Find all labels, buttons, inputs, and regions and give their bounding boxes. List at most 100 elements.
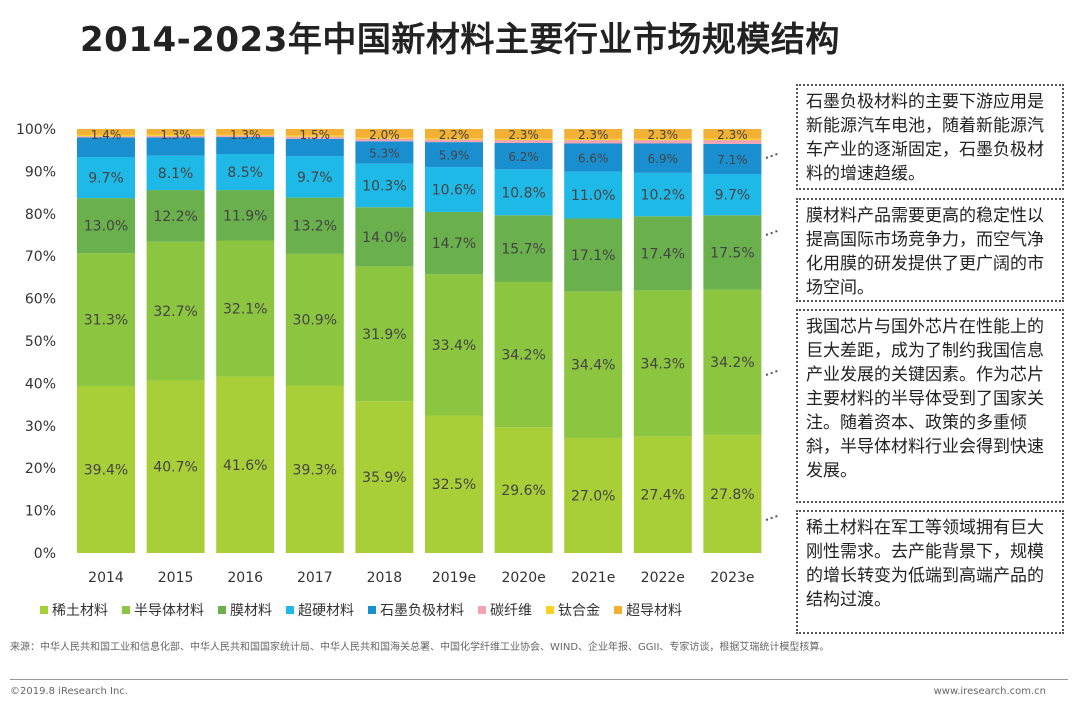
- data-label: 17.5%: [710, 245, 754, 261]
- legend-label: 碳纤维: [490, 603, 532, 619]
- bar-segment: [703, 138, 762, 141]
- website-text: www.iresearch.com.cn: [933, 686, 1046, 697]
- stacked-bar-chart: 0% 10% 20% 30% 40% 50% 60% 70% 80% 90% 100% 39.4% 31…: [16, 122, 780, 586]
- data-label: 8.1%: [158, 166, 194, 182]
- data-label: 34.2%: [710, 355, 754, 371]
- bar-segment: [494, 143, 553, 170]
- y-tick-label: 80%: [25, 207, 56, 223]
- bar-segment: [703, 140, 762, 144]
- note-connector: [765, 368, 780, 376]
- data-label: 29.6%: [501, 483, 545, 499]
- bar-segment: [355, 141, 414, 164]
- y-tick-label: 70%: [25, 249, 56, 265]
- y-tick-label: 0%: [34, 546, 56, 562]
- legend-item: 碳纤维: [478, 600, 532, 620]
- data-label: 6.6%: [578, 152, 609, 166]
- data-label: 9.7%: [715, 188, 751, 204]
- data-label: 9.7%: [88, 171, 124, 187]
- data-label: 40.7%: [153, 460, 197, 476]
- data-label: 41.6%: [223, 458, 267, 474]
- data-label: 14.0%: [362, 230, 406, 246]
- bar-segment: [355, 138, 414, 142]
- note-rare-earth: 稀土材料在军工等领域拥有巨大刚性需求。去产能背景下，规模的增长转变为低端到高端产…: [796, 510, 1064, 634]
- data-label: 5.9%: [439, 149, 470, 163]
- bar-segment: [425, 415, 483, 553]
- bar-segment: [633, 216, 692, 291]
- legend-item: 钛合金: [546, 600, 600, 620]
- data-label: 35.9%: [362, 470, 406, 486]
- bar-segment: [703, 174, 762, 216]
- bar-segment: [77, 137, 135, 157]
- legend-item: 超硬材料: [286, 600, 354, 620]
- bar-segment: [146, 190, 205, 242]
- bar-segment: [216, 376, 275, 553]
- x-tick-label: 2016: [227, 570, 263, 586]
- y-tick-label: 90%: [25, 164, 56, 180]
- data-label: 11.9%: [223, 208, 267, 224]
- note-connector: [765, 228, 780, 236]
- bar-segment: [564, 143, 623, 172]
- legend-swatch: [614, 606, 622, 614]
- data-label: 1.4%: [91, 128, 122, 142]
- legend-label: 超硬材料: [298, 603, 354, 619]
- data-label: 7.1%: [717, 153, 748, 167]
- data-label: 11.0%: [571, 188, 615, 204]
- y-tick-label: 40%: [25, 376, 56, 392]
- data-label: 30.9%: [293, 313, 337, 329]
- bar-segment: [77, 134, 135, 137]
- bar-segment: [494, 140, 553, 144]
- bar-segment: [77, 129, 135, 135]
- bar-segment: [355, 401, 414, 553]
- bar-segment: [564, 140, 623, 144]
- x-tick-label: 2021e: [571, 570, 615, 586]
- bar-segment: [564, 171, 623, 219]
- data-label: 5.3%: [369, 146, 400, 160]
- note-connector: [765, 151, 780, 159]
- data-label: 6.2%: [508, 150, 539, 164]
- data-label: 8.5%: [227, 165, 263, 181]
- bar-segment: [494, 427, 553, 553]
- bar-segment: [703, 215, 762, 290]
- bar-segment: [77, 253, 135, 386]
- bar-segment: [216, 137, 275, 155]
- legend-label: 半导体材料: [134, 603, 204, 619]
- bar-segment: [285, 156, 344, 198]
- bar-segment: [216, 240, 275, 377]
- bar-segment: [425, 211, 483, 275]
- data-label: 17.1%: [571, 248, 615, 264]
- x-tick-label: 2022e: [641, 570, 685, 586]
- legend-label: 稀土材料: [52, 603, 108, 619]
- x-tick-label: 2014: [88, 570, 124, 586]
- data-label: 2.3%: [578, 128, 609, 142]
- bar-segment: [146, 134, 205, 136]
- bar-segment: [564, 138, 623, 141]
- y-tick-label: 30%: [25, 419, 56, 435]
- bar-segment: [703, 143, 762, 175]
- data-label: 2.0%: [369, 128, 400, 142]
- bar-segment: [355, 266, 414, 402]
- note-graphite: 石墨负极材料的主要下游应用是新能源汽车电池，随着新能源汽车产业的逐渐固定，石墨负…: [796, 84, 1064, 190]
- legend-label: 超导材料: [626, 603, 682, 619]
- data-label: 34.3%: [641, 356, 685, 372]
- data-label: 27.8%: [710, 487, 754, 503]
- bar-segment: [703, 289, 762, 435]
- footer-divider: [10, 679, 1068, 680]
- bar-segment: [425, 142, 483, 168]
- data-label: 34.2%: [501, 348, 545, 364]
- data-label: 39.4%: [84, 462, 128, 478]
- bar-segment: [146, 380, 205, 553]
- data-label: 10.3%: [362, 178, 406, 194]
- data-label: 14.7%: [432, 236, 476, 252]
- x-tick-label: 2015: [158, 570, 194, 586]
- legend-item: 半导体材料: [122, 600, 204, 620]
- y-tick-label: 100%: [16, 122, 56, 138]
- legend-label: 石墨负极材料: [380, 603, 464, 619]
- data-label: 2.3%: [717, 128, 748, 142]
- legend-item: 超导材料: [614, 600, 682, 620]
- bar-segment: [355, 137, 414, 139]
- bar-segment: [355, 129, 414, 138]
- bar-segment: [355, 207, 414, 267]
- bar-segment: [146, 241, 205, 381]
- bar-segment: [77, 136, 135, 138]
- bar-segment: [425, 167, 483, 212]
